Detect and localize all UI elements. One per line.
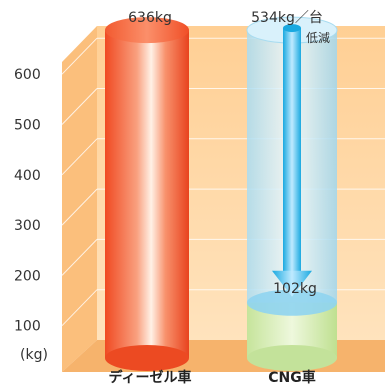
cng-reduction-label: 534kg／台 [251,10,323,26]
y-tick-label: 100 [14,319,41,335]
gridline-side [61,88,98,125]
reduction-caption: 低減 [306,30,330,45]
gridline-side [61,289,98,327]
y-tick-label: 300 [14,218,41,234]
y-tick-label: 200 [14,268,41,284]
gridline-side [61,138,98,176]
diesel-value-label: 636kg [128,10,172,26]
category-label-cng: CNG車 [268,369,315,386]
y-tick-label: 500 [14,118,41,134]
bar-diesel-bottom [105,345,189,371]
category-label-diesel: ディーゼル車 [108,369,191,386]
side-wall [62,26,97,372]
y-axis: 100 200 300 400 500 600 [14,67,41,335]
y-axis-unit: (kg) [20,347,48,363]
bar-diesel [105,30,189,358]
reduction-arrow-head [272,270,312,297]
y-tick-label: 600 [14,67,41,83]
y-tick-label: 400 [14,168,41,184]
bar-cng-level [247,289,337,316]
reduction-arrow-cap [283,24,301,33]
gridline-side [61,37,98,75]
bar-diesel-top [105,17,189,44]
bars [105,16,338,371]
gridline-side [61,239,98,276]
gridline-side [61,188,98,226]
cng-value-label: 102kg [273,281,317,297]
reduction-arrow-shaft [283,28,301,273]
bar-cng-bottom [247,345,337,371]
